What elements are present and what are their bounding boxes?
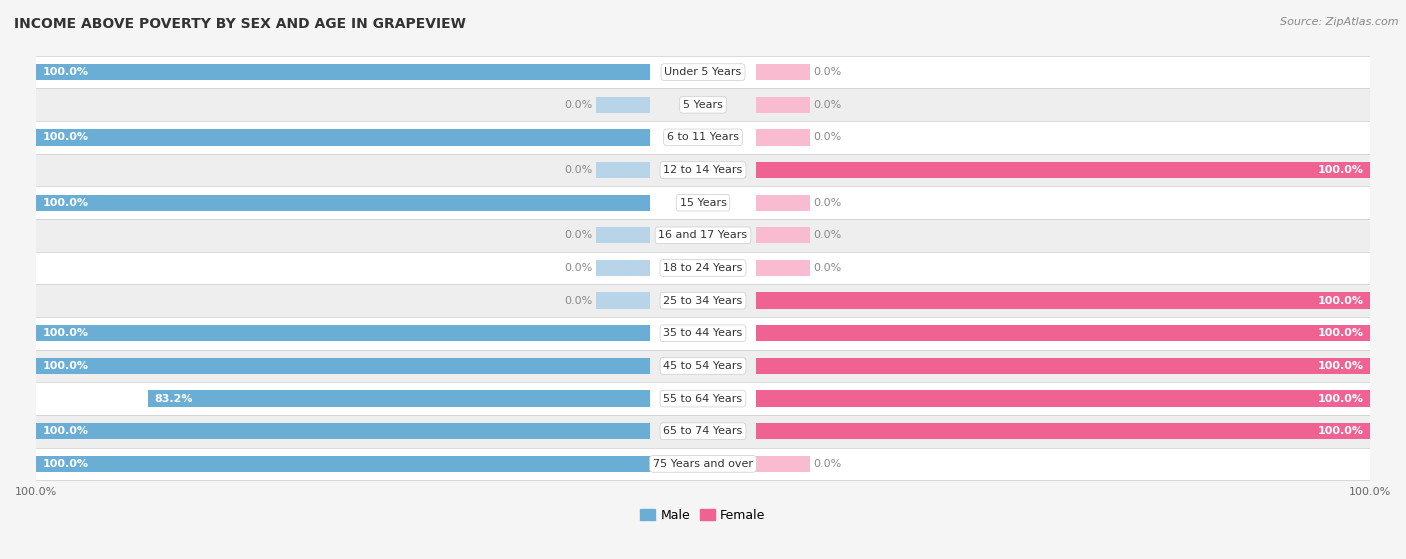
Bar [756, 325, 1369, 342]
Text: INCOME ABOVE POVERTY BY SEX AND AGE IN GRAPEVIEW: INCOME ABOVE POVERTY BY SEX AND AGE IN G… [14, 17, 465, 31]
Text: 35 to 44 Years: 35 to 44 Years [664, 328, 742, 338]
Text: 65 to 74 Years: 65 to 74 Years [664, 426, 742, 436]
Text: 100.0%: 100.0% [42, 426, 89, 436]
Bar [37, 382, 1369, 415]
Text: 100.0%: 100.0% [42, 459, 89, 469]
Bar [37, 423, 650, 439]
Text: 55 to 64 Years: 55 to 64 Years [664, 394, 742, 404]
Bar [37, 154, 1369, 186]
Bar [756, 260, 810, 276]
Text: 100.0%: 100.0% [1317, 361, 1364, 371]
Text: 0.0%: 0.0% [565, 100, 593, 110]
Text: 0.0%: 0.0% [813, 100, 841, 110]
Bar [148, 390, 650, 407]
Bar [756, 423, 1369, 439]
Bar [596, 97, 650, 113]
Text: 0.0%: 0.0% [813, 198, 841, 208]
Text: 100.0%: 100.0% [42, 198, 89, 208]
Text: 100.0%: 100.0% [1317, 394, 1364, 404]
Bar [37, 325, 650, 342]
Bar [756, 195, 810, 211]
Bar [37, 88, 1369, 121]
Text: 100.0%: 100.0% [42, 132, 89, 143]
Text: 83.2%: 83.2% [155, 394, 194, 404]
Text: 0.0%: 0.0% [565, 165, 593, 175]
Bar [596, 227, 650, 244]
Bar [37, 317, 1369, 349]
Text: 0.0%: 0.0% [565, 263, 593, 273]
Text: 45 to 54 Years: 45 to 54 Years [664, 361, 742, 371]
Text: 0.0%: 0.0% [813, 263, 841, 273]
Text: 100.0%: 100.0% [1317, 165, 1364, 175]
Bar [596, 162, 650, 178]
Bar [37, 448, 1369, 480]
Text: Under 5 Years: Under 5 Years [665, 67, 741, 77]
Text: 15 Years: 15 Years [679, 198, 727, 208]
Bar [37, 415, 1369, 448]
Bar [37, 64, 650, 80]
Bar [756, 64, 810, 80]
Text: 16 and 17 Years: 16 and 17 Years [658, 230, 748, 240]
Text: 100.0%: 100.0% [42, 361, 89, 371]
Text: 18 to 24 Years: 18 to 24 Years [664, 263, 742, 273]
Text: 0.0%: 0.0% [813, 67, 841, 77]
Bar [756, 292, 1369, 309]
Bar [756, 358, 1369, 374]
Text: 0.0%: 0.0% [813, 132, 841, 143]
Bar [37, 129, 650, 145]
Text: 100.0%: 100.0% [1317, 296, 1364, 306]
Bar [756, 162, 1369, 178]
Legend: Male, Female: Male, Female [636, 504, 770, 527]
Text: Source: ZipAtlas.com: Source: ZipAtlas.com [1281, 17, 1399, 27]
Bar [37, 349, 1369, 382]
Text: 0.0%: 0.0% [813, 459, 841, 469]
Text: 6 to 11 Years: 6 to 11 Years [666, 132, 740, 143]
Bar [37, 121, 1369, 154]
Bar [37, 456, 650, 472]
Bar [596, 292, 650, 309]
Text: 100.0%: 100.0% [1317, 328, 1364, 338]
Text: 100.0%: 100.0% [42, 67, 89, 77]
Text: 5 Years: 5 Years [683, 100, 723, 110]
Bar [37, 195, 650, 211]
Bar [37, 56, 1369, 88]
Text: 75 Years and over: 75 Years and over [652, 459, 754, 469]
Bar [756, 390, 1369, 407]
Text: 100.0%: 100.0% [1317, 426, 1364, 436]
Bar [756, 227, 810, 244]
Bar [756, 129, 810, 145]
Text: 25 to 34 Years: 25 to 34 Years [664, 296, 742, 306]
Text: 100.0%: 100.0% [42, 328, 89, 338]
Bar [37, 186, 1369, 219]
Bar [37, 252, 1369, 285]
Bar [756, 97, 810, 113]
Bar [37, 285, 1369, 317]
Text: 0.0%: 0.0% [813, 230, 841, 240]
Bar [756, 456, 810, 472]
Bar [596, 260, 650, 276]
Text: 12 to 14 Years: 12 to 14 Years [664, 165, 742, 175]
Text: 0.0%: 0.0% [565, 296, 593, 306]
Bar [37, 358, 650, 374]
Bar [37, 219, 1369, 252]
Text: 0.0%: 0.0% [565, 230, 593, 240]
